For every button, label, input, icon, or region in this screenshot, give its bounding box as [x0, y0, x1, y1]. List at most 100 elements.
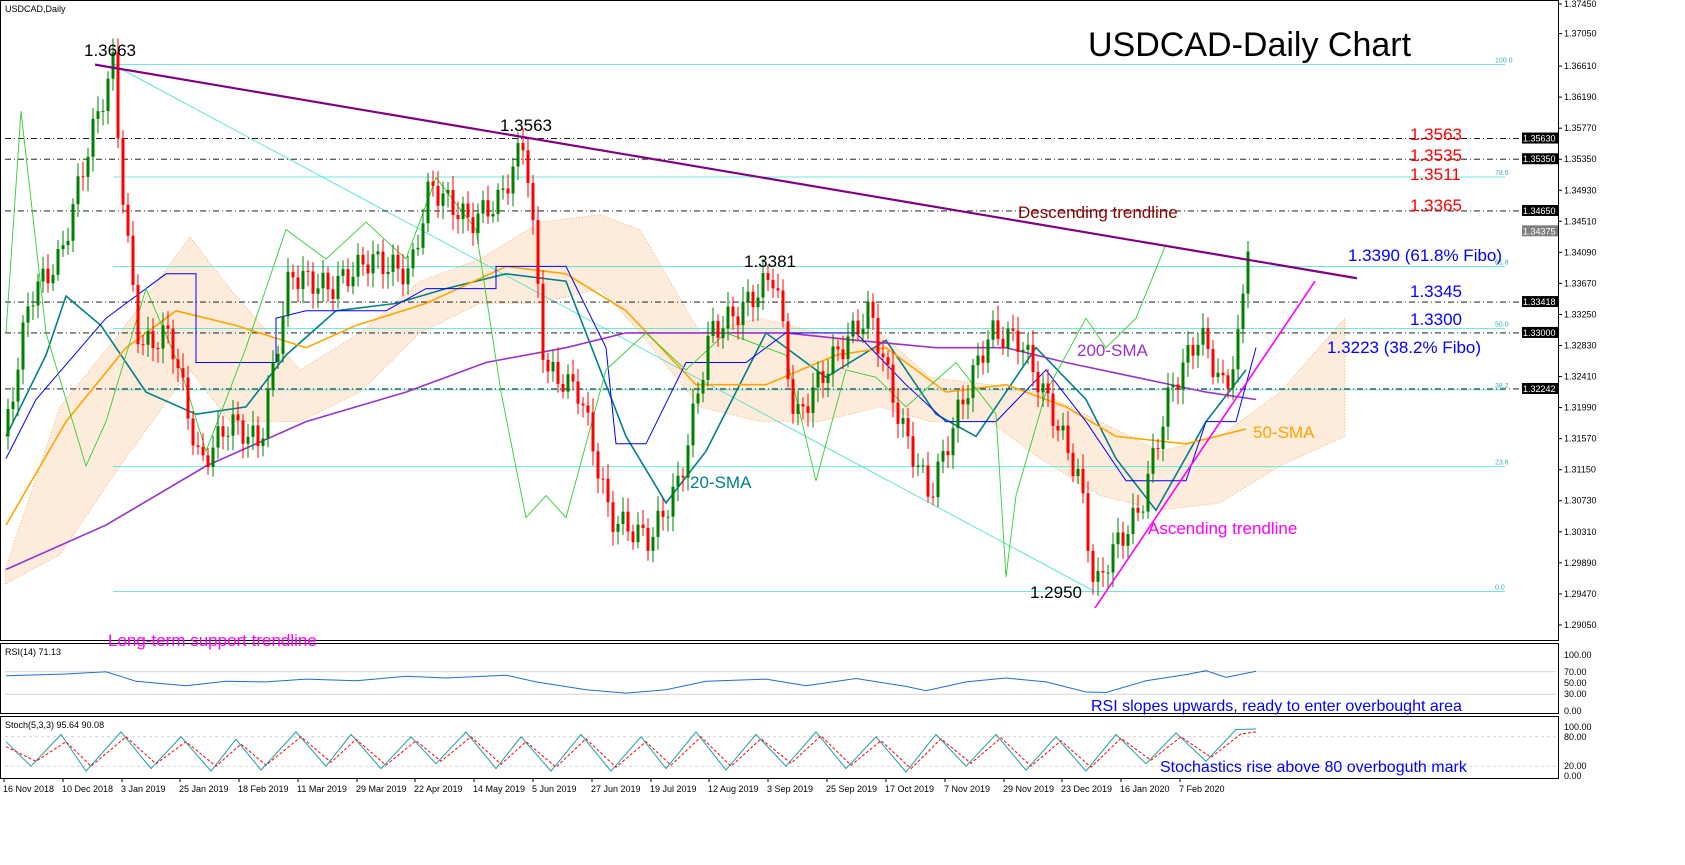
candle-body — [981, 355, 985, 363]
candle-body — [151, 331, 155, 348]
price-tag-label: 1.35630 — [1523, 134, 1556, 144]
fibo-label: 38.2 — [1495, 383, 1509, 390]
candle-body — [296, 277, 300, 289]
fibo-label: 78.6 — [1495, 170, 1509, 177]
candle-body — [61, 245, 65, 250]
candle-body — [816, 371, 820, 388]
candle-body — [1066, 425, 1070, 453]
candle-body — [1001, 338, 1005, 348]
price-panel — [0, 0, 1559, 641]
level-label-1-3563: 1.3563 — [1410, 125, 1462, 144]
candle-body — [666, 516, 670, 518]
candle-body — [1186, 345, 1190, 363]
candle-body — [26, 306, 30, 323]
candle-body — [726, 306, 730, 329]
sma-50-label: 50-SMA — [1253, 423, 1315, 442]
descending-trendline-label: Descending trendline — [1018, 203, 1178, 222]
candle-body — [1061, 425, 1065, 431]
candle-body — [386, 271, 390, 275]
candle-body — [341, 269, 345, 276]
date-tick-label: 7 Feb 2020 — [1179, 784, 1225, 794]
candle-body — [1231, 369, 1235, 389]
candle-body — [291, 271, 295, 278]
candle-body — [951, 428, 955, 456]
candle-body — [1226, 375, 1230, 389]
candle-body — [1121, 532, 1125, 546]
candle-body — [551, 362, 555, 372]
candle-body — [556, 362, 560, 384]
candle-body — [611, 502, 615, 532]
candle-body — [526, 150, 530, 183]
indicator-series — [5, 111, 1257, 577]
level-label-1-3345: 1.3345 — [1410, 282, 1462, 301]
candle-body — [216, 426, 220, 448]
candle-body — [966, 398, 970, 405]
candle-body — [491, 214, 495, 217]
rsi-tick-label: 30.00 — [1564, 689, 1587, 699]
candle-body — [516, 143, 520, 167]
rsi-panel — [0, 643, 1559, 714]
candle-body — [616, 524, 620, 532]
date-tick-label: 3 Jan 2019 — [121, 784, 166, 794]
candle-body — [711, 321, 715, 336]
date-tick-label: 25 Sep 2019 — [826, 784, 877, 794]
candle-body — [676, 475, 680, 487]
candle-body — [761, 273, 765, 298]
candle-body — [301, 270, 305, 289]
candle-body — [566, 374, 570, 392]
sma-200-label: 200-SMA — [1077, 341, 1149, 360]
price-tag-label: 1.34375 — [1523, 226, 1556, 236]
candle-body — [956, 399, 960, 429]
candle-body — [831, 346, 835, 374]
candle-body — [1006, 328, 1010, 348]
candle-body — [541, 283, 545, 360]
candle-body — [1051, 393, 1055, 426]
candle-body — [101, 111, 105, 112]
candle-body — [206, 455, 210, 467]
candle-body — [806, 406, 810, 413]
candle-body — [1041, 383, 1045, 393]
level-label-1-3535: 1.3535 — [1410, 146, 1462, 165]
rsi-note: RSI slopes upwards, ready to enter overb… — [1091, 698, 1462, 715]
candle-body — [746, 291, 750, 302]
candle-body — [1166, 387, 1170, 427]
candle-body — [606, 478, 610, 503]
price-tick-label: 1.30310 — [1564, 527, 1597, 537]
candle-body — [11, 401, 15, 409]
candle-body — [876, 317, 880, 354]
candle-body — [401, 268, 405, 285]
candle-body — [601, 478, 605, 480]
stoch-label: Stoch(5,3,3) 95.64 90.08 — [5, 720, 104, 730]
candle-body — [181, 368, 185, 378]
candle-body — [1046, 383, 1050, 394]
candle-body — [1021, 349, 1025, 352]
rsi-tick-label: 0.00 — [1564, 706, 1582, 716]
candle-body — [156, 348, 160, 349]
horizontal-levels — [5, 138, 1520, 390]
candle-body — [76, 176, 80, 205]
price-tag-label: 1.34650 — [1523, 206, 1556, 216]
price-tick-label: 1.34930 — [1564, 185, 1597, 195]
candle-body — [411, 249, 415, 269]
candle-body — [751, 291, 755, 307]
candle-body — [941, 451, 945, 462]
price-tick-label: 1.35770 — [1564, 123, 1597, 133]
candle-body — [46, 268, 50, 284]
candle-body — [161, 325, 165, 349]
fibo-label: 23.6 — [1495, 460, 1509, 467]
candle-body — [926, 465, 930, 497]
candle-body — [936, 461, 940, 498]
date-tick-label: 3 Sep 2019 — [767, 784, 813, 794]
candle-body — [511, 166, 515, 194]
candle-body — [231, 414, 235, 436]
candle-body — [506, 188, 510, 194]
candle-body — [191, 418, 195, 446]
long-term-support-label: Long-term support trendline — [108, 631, 317, 650]
candle-body — [311, 271, 315, 294]
candle-body — [1146, 473, 1150, 512]
series-200-sma — [5, 332, 1257, 571]
candle-body — [456, 215, 460, 219]
price-tag-label: 1.33000 — [1523, 328, 1556, 338]
candle-body — [66, 240, 70, 246]
candle-body — [756, 297, 760, 308]
